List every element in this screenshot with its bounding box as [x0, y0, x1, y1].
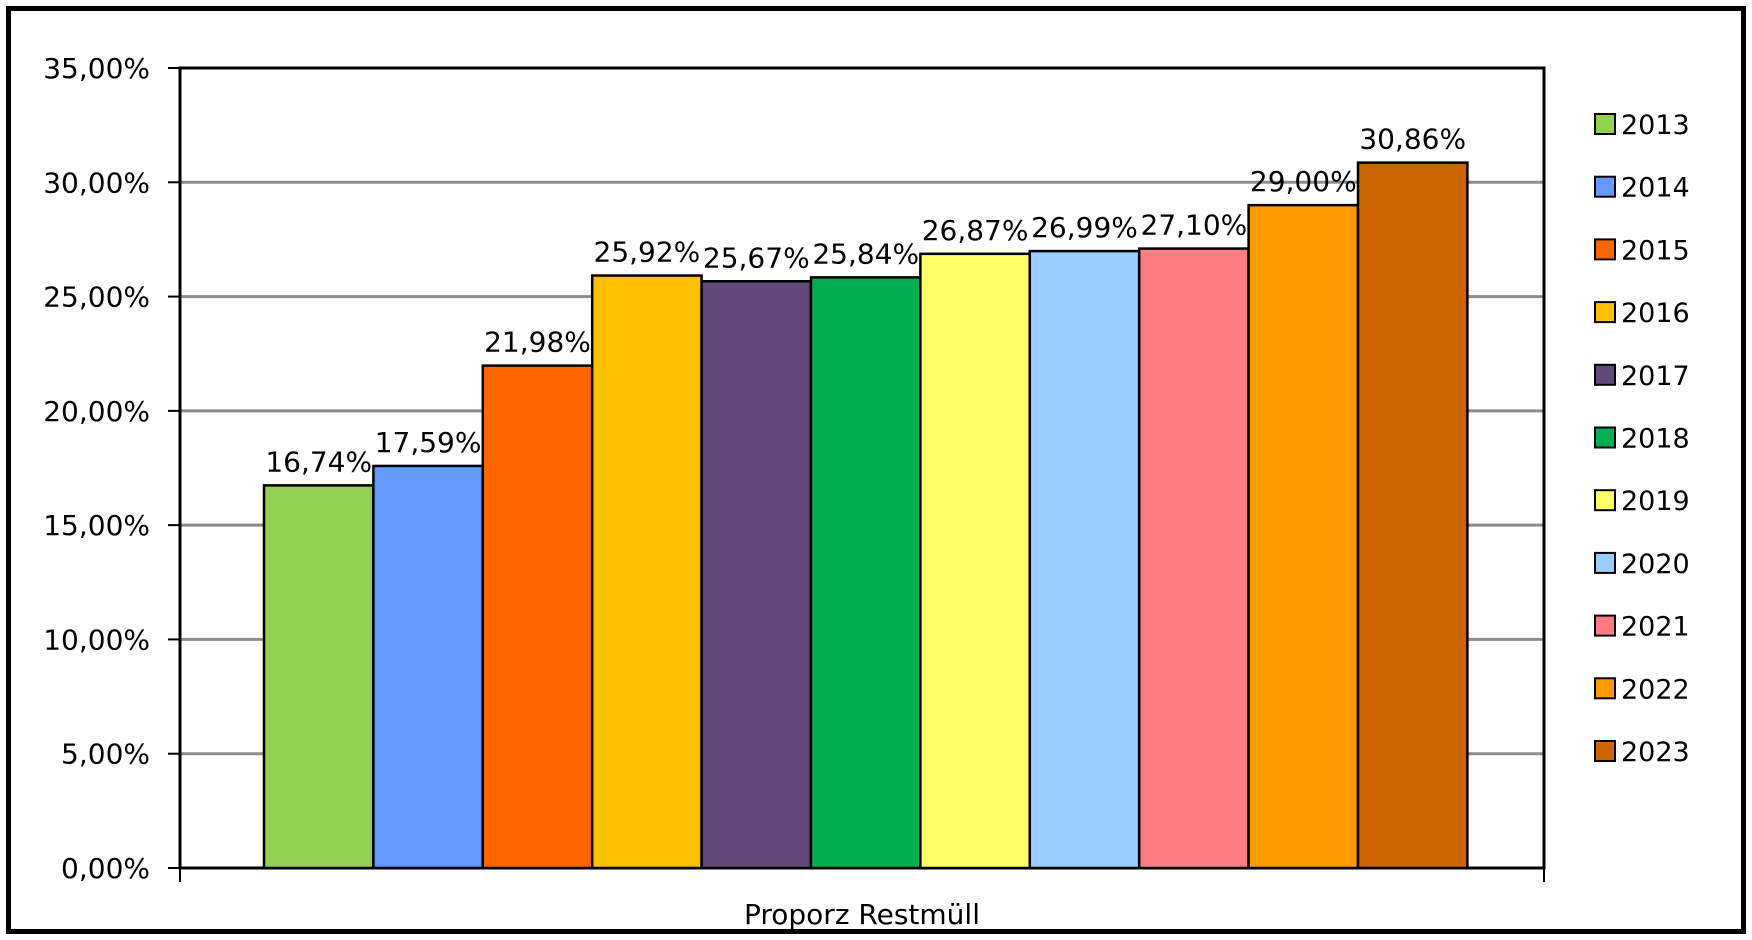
y-tick-label: 0,00% — [61, 852, 150, 885]
bar-2013 — [262, 484, 375, 870]
data-label-2020: 26,99% — [1031, 211, 1138, 244]
bar-2021 — [1137, 247, 1250, 870]
legend-swatch-2023 — [1594, 740, 1616, 762]
data-label-2018: 25,84% — [812, 237, 919, 270]
legend-label-2016: 2016 — [1621, 298, 1690, 329]
legend-label-2018: 2018 — [1621, 424, 1690, 455]
y-tick-label: 25,00% — [43, 281, 150, 314]
legend-swatch-2022 — [1594, 677, 1616, 700]
legend: 2013 2014 2015 2016 2017 2018 2019 2020 2021 2022… — [1594, 110, 1690, 768]
legend-label-2020: 2020 — [1621, 549, 1690, 580]
legend-swatch-2016 — [1594, 301, 1616, 324]
category-label: Proporz Restmüll — [744, 898, 980, 931]
y-tick-label: 5,00% — [61, 738, 150, 771]
legend-label-2013: 2013 — [1621, 110, 1690, 141]
bar-2023 — [1356, 161, 1469, 870]
legend-swatch-2021 — [1594, 614, 1616, 637]
data-label-2014: 17,59% — [375, 426, 482, 459]
legend-swatch-2019 — [1594, 489, 1616, 512]
y-tick-label: 20,00% — [43, 395, 150, 428]
bar-2020 — [1028, 249, 1141, 870]
bar-2016 — [590, 274, 703, 870]
data-label-2015: 21,98% — [484, 326, 591, 359]
y-tick-label: 15,00% — [43, 509, 150, 542]
data-label-2021: 27,10% — [1141, 209, 1248, 242]
legend-swatch-2017 — [1594, 363, 1616, 386]
legend-label-2015: 2015 — [1621, 235, 1690, 266]
bar-2019 — [919, 252, 1032, 870]
data-label-2017: 25,67% — [703, 241, 810, 274]
legend-label-2019: 2019 — [1621, 486, 1690, 517]
data-labels: 16,74%17,59% 21,98% 25,92% 25,67% 25,84%26,8… — [265, 123, 1466, 479]
legend-label-2014: 2014 — [1621, 173, 1690, 204]
bars — [262, 161, 1469, 870]
data-label-2019: 26,87% — [922, 214, 1029, 247]
bar-2017 — [700, 280, 813, 870]
legend-swatch-2018 — [1594, 426, 1616, 449]
legend-label-2022: 2022 — [1621, 674, 1690, 705]
legend-swatch-2013 — [1594, 113, 1616, 135]
data-label-2023: 30,86% — [1359, 123, 1466, 156]
legend-swatch-2014 — [1594, 175, 1616, 198]
legend-label-2023: 2023 — [1621, 737, 1690, 768]
legend-label-2017: 2017 — [1621, 361, 1690, 392]
bar-2014 — [372, 464, 485, 870]
legend-label-2021: 2021 — [1621, 612, 1690, 643]
data-label-2016: 25,92% — [594, 236, 701, 269]
y-tick-label: 35,00% — [43, 52, 150, 85]
legend-swatch-2015 — [1594, 238, 1616, 261]
bar-2022 — [1247, 203, 1360, 870]
y-tick-label: 30,00% — [43, 166, 150, 199]
data-label-2022: 29,00% — [1250, 165, 1357, 198]
data-label-2013: 16,74% — [265, 445, 372, 478]
y-tick-label: 10,00% — [43, 623, 150, 656]
bar-2018 — [809, 276, 922, 870]
y-axis: 0,00% 5,00% 10,00% 15,00% 20,00% 25,00% 30,00%… — [43, 52, 1545, 885]
legend-swatch-2020 — [1594, 551, 1616, 574]
bar-2015 — [481, 364, 594, 870]
